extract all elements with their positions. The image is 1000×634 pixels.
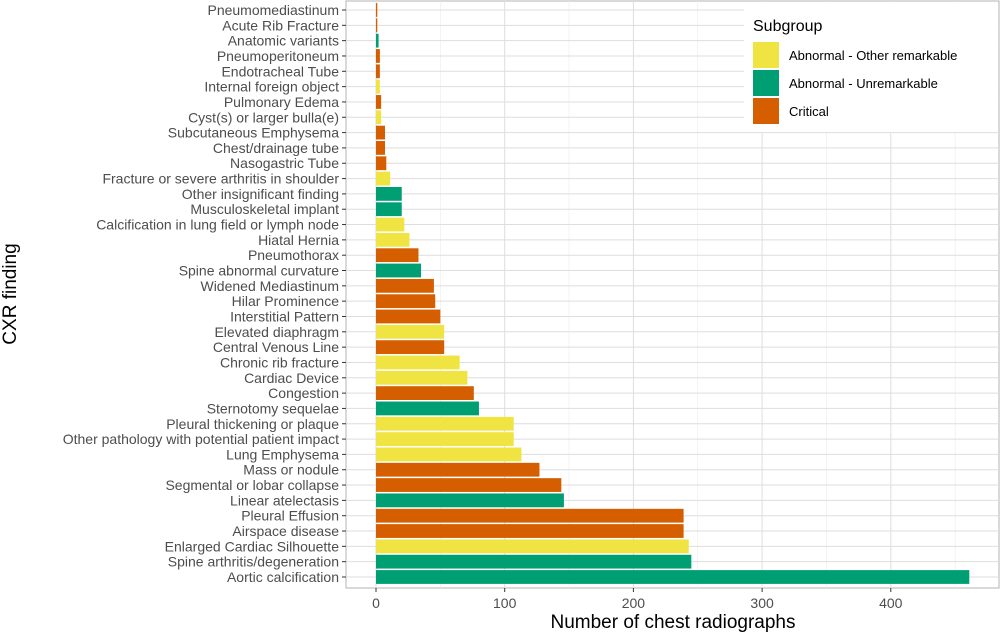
- x-tick-label: 300: [750, 595, 774, 611]
- y-tick-label: Enlarged Cardiac Silhouette: [165, 538, 340, 554]
- y-tick-label: Linear atelectasis: [230, 492, 339, 508]
- bar: [376, 478, 562, 492]
- y-tick-label: Subcutaneous Emphysema: [168, 125, 339, 141]
- bar: [376, 570, 970, 584]
- y-tick-label: Endotracheal Tube: [221, 63, 339, 79]
- bars: [376, 3, 970, 584]
- bar: [376, 386, 474, 401]
- y-tick-label: Nasogastric Tube: [230, 155, 339, 171]
- y-tick-label: Widened Mediastinum: [200, 278, 339, 294]
- bar: [376, 186, 402, 201]
- x-axis-title: Number of chest radiographs: [550, 612, 795, 633]
- bar: [376, 156, 387, 171]
- y-tick-label: Cyst(s) or larger bulla(e): [188, 109, 339, 125]
- legend: Subgroup Abnormal - Other remarkable Abno…: [744, 2, 998, 132]
- y-tick-label: Spine arthritis/degeneration: [168, 554, 339, 570]
- y-tick-label: Acute Rib Fracture: [222, 17, 339, 33]
- y-tick-label: Musculoskeletal implant: [190, 201, 339, 217]
- legend-title: Subgroup: [753, 18, 822, 35]
- y-tick-label: Sternotomy sequelae: [207, 400, 340, 416]
- legend-label: Abnormal - Unremarkable: [789, 76, 938, 91]
- legend-label: Abnormal - Other remarkable: [789, 48, 957, 63]
- y-tick-label: Chronic rib fracture: [220, 354, 339, 370]
- y-tick-label: Pneumothorax: [248, 247, 339, 263]
- y-tick-label: Segmental or lobar collapse: [165, 477, 339, 493]
- bar: [376, 18, 378, 33]
- bar: [376, 79, 380, 94]
- y-tick-label: Fracture or severe arthritis in shoulder: [102, 171, 339, 187]
- bar: [376, 447, 522, 462]
- x-axis: 0 100 200 300 400: [372, 588, 903, 611]
- y-tick-label: Airspace disease: [232, 523, 339, 539]
- bar: [376, 508, 684, 523]
- y-tick-label: Elevated diaphragm: [214, 324, 339, 340]
- y-tick-label: Lung Emphysema: [226, 446, 339, 462]
- y-tick-label: Congestion: [268, 385, 339, 401]
- x-tick-label: 0: [372, 595, 380, 611]
- legend-swatch: [753, 70, 779, 96]
- y-tick-label: Other pathology with potential patient i…: [63, 431, 339, 447]
- bar: [376, 3, 378, 17]
- bar: [376, 524, 684, 538]
- bar: [376, 294, 436, 309]
- y-tick-label: Internal foreign object: [204, 79, 339, 95]
- bar: [376, 432, 514, 446]
- bar: [376, 232, 410, 247]
- bar: [376, 539, 689, 554]
- y-tick-label: Calcification in lung field or lymph nod…: [96, 217, 339, 233]
- bar: [376, 401, 479, 416]
- y-tick-label: Pleural Effusion: [241, 508, 339, 524]
- bar: [376, 370, 468, 385]
- y-tick-label: Cardiac Device: [244, 370, 339, 386]
- y-tick-label: Pulmonary Edema: [224, 94, 339, 110]
- bar: [376, 324, 445, 339]
- y-tick-label: Spine abnormal curvature: [179, 263, 340, 279]
- bar: [376, 110, 382, 125]
- bar: [376, 416, 514, 431]
- y-tick-label: Pleural thickening or plaque: [166, 416, 339, 432]
- bar: [376, 141, 386, 155]
- bar: [376, 125, 386, 140]
- y-tick-label: Aortic calcification: [227, 569, 339, 585]
- y-tick-label: Pneumomediastinum: [207, 2, 339, 18]
- y-tick-label: Other insignificant finding: [182, 186, 339, 202]
- bar: [376, 64, 380, 79]
- legend-swatch: [753, 42, 779, 68]
- bar: [376, 202, 402, 217]
- legend-background: [744, 2, 998, 132]
- bar: [376, 340, 445, 355]
- x-tick-label: 200: [622, 595, 646, 611]
- y-tick-label: Pneumoperitoneum: [217, 48, 339, 64]
- bar: [376, 309, 441, 324]
- bar: [376, 278, 434, 293]
- bar: [376, 493, 564, 508]
- y-tick-label: Anatomic variants: [228, 33, 339, 49]
- y-tick-label: Central Venous Line: [213, 339, 339, 355]
- bar: [376, 462, 540, 477]
- bar: [376, 248, 419, 263]
- y-tick-label: Hilar Prominence: [232, 293, 340, 309]
- bar: [376, 263, 422, 278]
- bar: [376, 171, 391, 186]
- y-tick-label: Interstitial Pattern: [230, 308, 339, 324]
- bar: [376, 355, 460, 370]
- bar: [376, 217, 405, 232]
- y-tick-label: Chest/drainage tube: [213, 140, 339, 156]
- x-tick-label: 100: [493, 595, 517, 611]
- bar: [376, 49, 380, 63]
- bar: [376, 33, 379, 48]
- legend-label: Critical: [789, 104, 829, 119]
- y-tick-label: Hiatal Hernia: [258, 232, 339, 248]
- legend-swatch: [753, 98, 779, 124]
- y-axis-title: CXR finding: [0, 243, 21, 344]
- bar: [376, 95, 382, 109]
- x-tick-label: 400: [879, 595, 903, 611]
- bar: [376, 554, 692, 569]
- y-tick-label: Mass or nodule: [243, 462, 339, 478]
